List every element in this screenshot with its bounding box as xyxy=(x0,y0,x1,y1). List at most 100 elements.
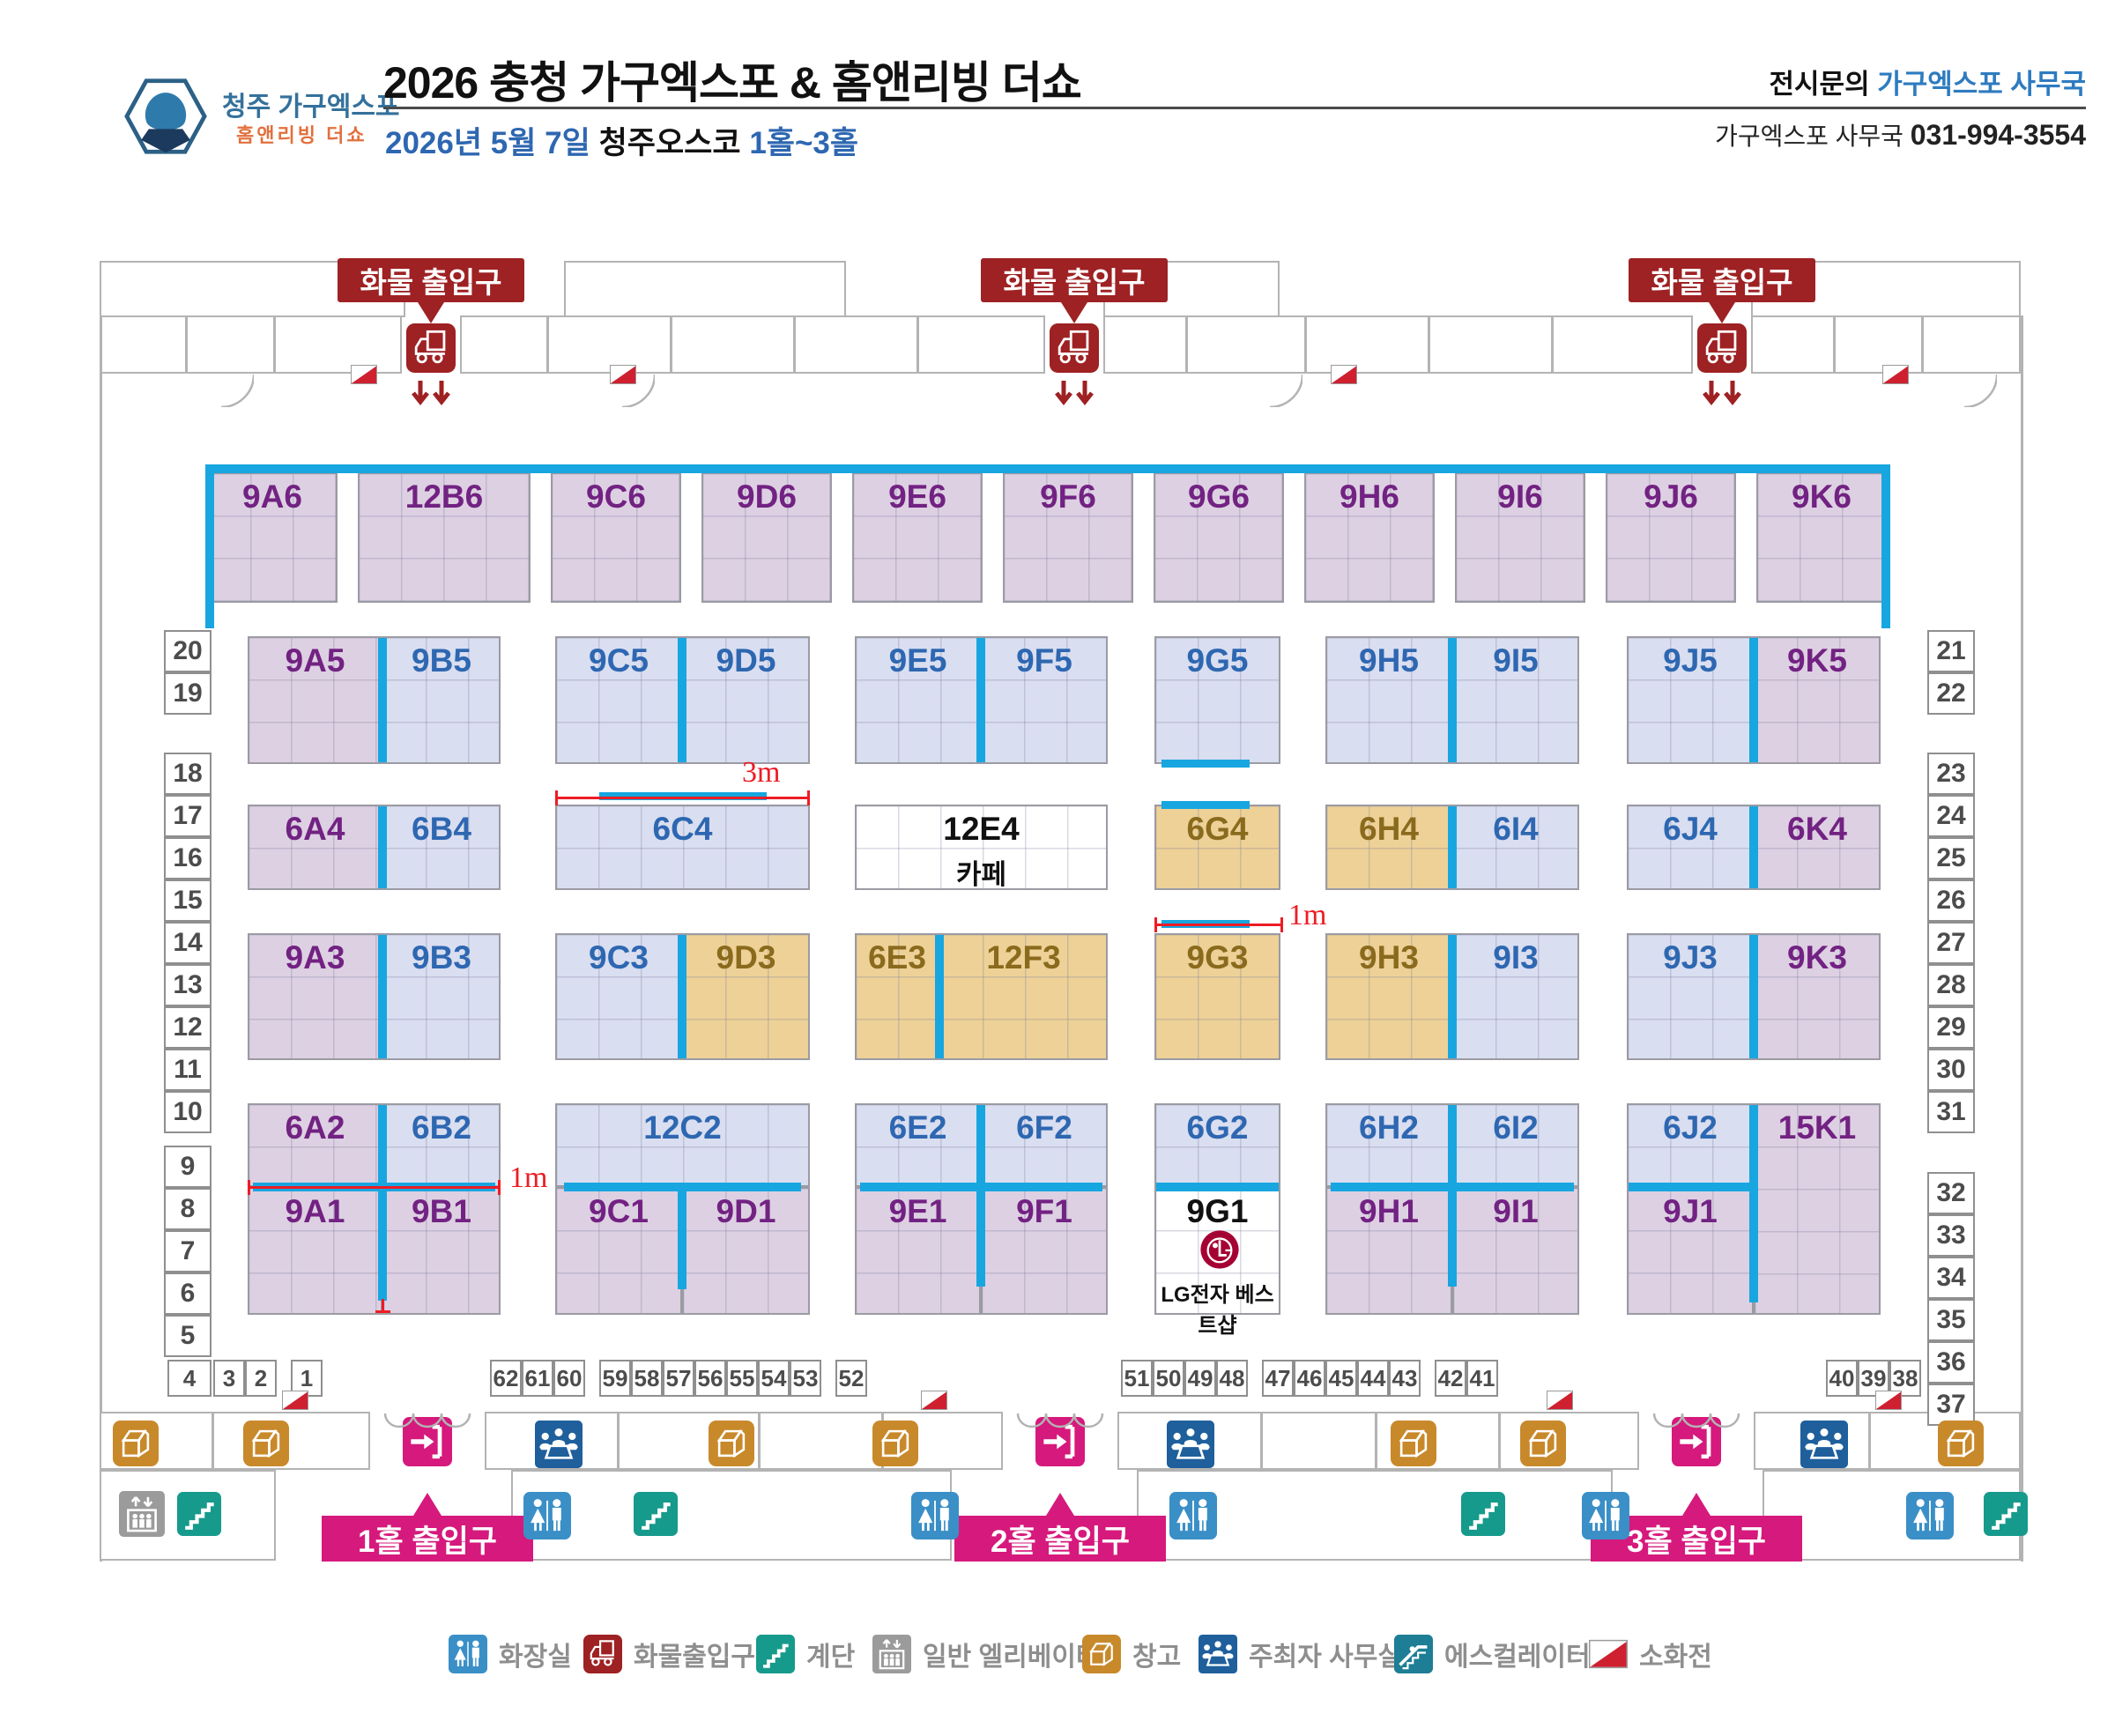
booth-9C5: 9C5 xyxy=(555,636,682,764)
cargo-entrance-pointer-icon xyxy=(418,302,444,323)
aisle-divider-h xyxy=(564,1183,801,1191)
wall-lower-room xyxy=(1762,1470,2021,1561)
booth-9D6: 9D6 xyxy=(701,472,832,603)
stairs-icon xyxy=(756,1635,795,1673)
booth-9J1: 9J1 xyxy=(1627,1187,1754,1315)
booth-label: 6B4 xyxy=(412,811,471,847)
aisle-bar xyxy=(1161,760,1250,768)
aisle-divider-v xyxy=(678,935,686,1058)
booth-9G1: 9G1 LG전자 베스트샵 xyxy=(1154,1187,1280,1338)
wall-booth-number: 12 xyxy=(164,1006,212,1049)
booth-6A2: 6A2 xyxy=(248,1103,382,1187)
contact-office2: 가구엑스포 사무국 xyxy=(1715,122,1911,150)
wall-tick xyxy=(916,315,919,374)
wall-segment xyxy=(1103,315,1693,374)
wall-booth-number: 44 xyxy=(1357,1360,1389,1397)
fire-hydrant-icon xyxy=(1547,1391,1573,1410)
booth-label: 9J6 xyxy=(1644,479,1698,515)
legend-label: 계단 xyxy=(806,1643,856,1672)
wall-tick xyxy=(1833,315,1836,374)
cargo-truck-icon xyxy=(406,321,456,375)
contact-phone: 031-994-3554 xyxy=(1910,119,2086,151)
booth-9B1: 9B1 xyxy=(382,1187,501,1315)
wall-tick xyxy=(1498,1412,1501,1470)
event-venue: 청주오스코 xyxy=(598,126,750,160)
booth-label: 9J5 xyxy=(1663,642,1718,679)
wall-booth-number: 58 xyxy=(631,1360,663,1397)
booth-15K1: 15K1 xyxy=(1754,1103,1881,1315)
event-date: 2026년 5월 7일 xyxy=(385,126,599,160)
booth-label: 6H2 xyxy=(1359,1109,1419,1146)
restroom-icon xyxy=(449,1635,487,1673)
booth-label: 9K6 xyxy=(1792,479,1852,515)
wall-tick xyxy=(617,1412,620,1470)
page-title: 2026 충청 가구엑스포 & 홈앤리빙 더쇼 xyxy=(383,58,1082,108)
booth-12B6: 12B6 xyxy=(358,472,531,603)
booth-9H1: 9H1 xyxy=(1325,1187,1452,1315)
right-outer-wall xyxy=(2021,315,2023,1562)
booth-label: 12B6 xyxy=(404,479,484,515)
wall-booth-number: 14 xyxy=(164,922,212,964)
restroom-icon xyxy=(1582,1491,1629,1540)
wall-booth-number: 7 xyxy=(164,1230,212,1272)
wall-booth-number: 49 xyxy=(1184,1360,1216,1397)
booth-label: 9B1 xyxy=(412,1193,471,1229)
aisle-divider-v xyxy=(1448,935,1457,1058)
fire-hydrant-icon xyxy=(921,1391,947,1410)
wall-booth-number: 6 xyxy=(164,1272,212,1315)
cargo-truck-icon xyxy=(1697,321,1747,375)
booth-label: 9B5 xyxy=(412,642,471,679)
aisle-divider-v xyxy=(1448,806,1457,888)
aisle-divider-v xyxy=(1749,806,1758,888)
truck-icon xyxy=(583,1635,622,1673)
booth-6B4: 6B4 xyxy=(382,805,501,890)
wall-tick xyxy=(1551,315,1554,374)
booth-label: 6E3 xyxy=(868,939,926,976)
wall-booth-number: 19 xyxy=(164,672,212,715)
stairs-icon xyxy=(1461,1491,1505,1537)
booth-9H6: 9H6 xyxy=(1304,472,1435,603)
wall-booth-number: 23 xyxy=(1927,753,1975,795)
warehouse-icon xyxy=(243,1421,289,1466)
aisle-divider-v xyxy=(1749,1105,1758,1302)
wall-booth-number: 45 xyxy=(1325,1360,1357,1397)
booth-9A6: 9A6 xyxy=(207,472,338,603)
wall-booth-number: 24 xyxy=(1927,795,1975,837)
booth-9J3: 9J3 xyxy=(1627,933,1754,1060)
wall-booth-number: 50 xyxy=(1153,1360,1184,1397)
restroom-icon xyxy=(911,1491,959,1540)
aisle-divider-v xyxy=(678,638,686,762)
booth-label: 6K4 xyxy=(1787,811,1847,847)
wall-tick xyxy=(1868,1412,1871,1470)
aisle-divider-v xyxy=(976,1105,985,1287)
booth-label: 6J4 xyxy=(1663,811,1718,847)
booth-6H4: 6H4 xyxy=(1325,805,1452,890)
cargo-entrance-label: 화물 출입구 xyxy=(338,258,524,302)
booth-9E1: 9E1 xyxy=(855,1187,981,1315)
wall-booth-number: 34 xyxy=(1927,1257,1975,1299)
wall-tick xyxy=(212,1412,214,1470)
organizer-office-icon xyxy=(1167,1421,1214,1468)
warehouse-icon xyxy=(113,1421,159,1466)
booth-9E5: 9E5 xyxy=(855,636,981,764)
wall-booth-number: 35 xyxy=(1927,1299,1975,1341)
booth-9A3: 9A3 xyxy=(248,933,382,1060)
booth-9J6: 9J6 xyxy=(1606,472,1736,603)
booth-9G6: 9G6 xyxy=(1154,472,1284,603)
wall-booth-number: 60 xyxy=(553,1360,585,1397)
booth-label: 9F1 xyxy=(1016,1193,1072,1229)
entrance-scallop-doors-icon xyxy=(1016,1413,1104,1432)
wall-booth-number: 11 xyxy=(164,1049,212,1091)
booth-9C6: 9C6 xyxy=(551,472,681,603)
booth-9H3: 9H3 xyxy=(1325,933,1452,1060)
stairs-icon xyxy=(634,1491,678,1537)
booth-label: 6C4 xyxy=(652,811,713,847)
logo-title: 청주 가구엑스포 xyxy=(222,93,400,122)
hall-entrance-pointer-icon xyxy=(413,1493,442,1516)
booth-12F3: 12F3 xyxy=(939,933,1108,1060)
warehouse-icon xyxy=(1391,1421,1436,1466)
hall-entrance-icon xyxy=(1672,1417,1721,1466)
booth-9J5: 9J5 xyxy=(1627,636,1754,764)
wall-booth-number: 53 xyxy=(790,1360,821,1397)
wall-booth-number: 43 xyxy=(1389,1360,1421,1397)
